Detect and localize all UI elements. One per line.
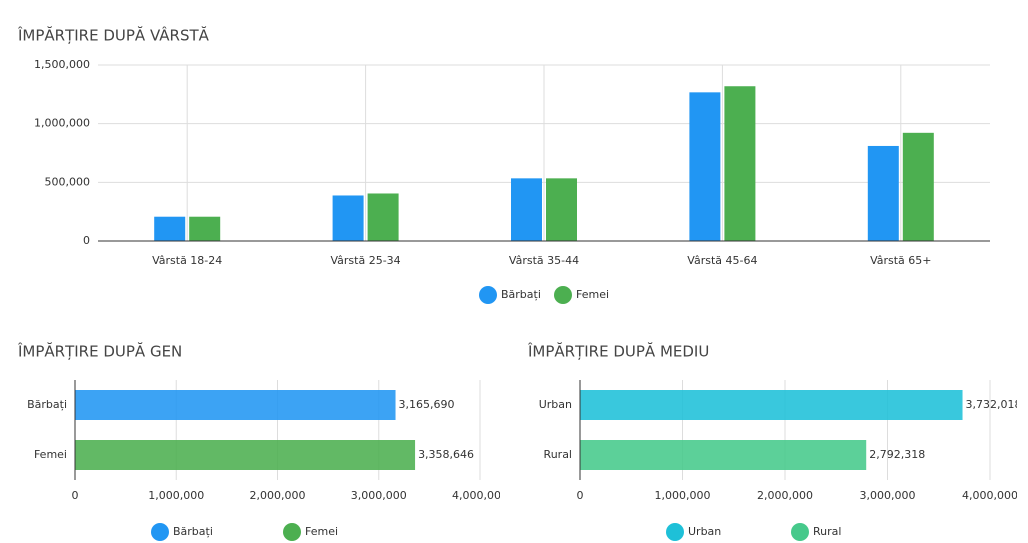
bar xyxy=(189,216,221,241)
legend-label: Bărbați xyxy=(173,525,213,538)
y-tick-label: Urban xyxy=(539,398,572,411)
x-tick-label: Vârstă 65+ xyxy=(870,254,931,267)
bar xyxy=(724,86,756,241)
value-label: 2,792,318 xyxy=(869,448,925,461)
legend-swatch xyxy=(791,523,809,541)
x-tick-label: 3,000,000 xyxy=(860,489,916,502)
y-tick-label: Bărbați xyxy=(27,398,67,411)
legend-swatch xyxy=(554,286,572,304)
bar xyxy=(75,390,396,420)
x-tick-label: 0 xyxy=(577,489,584,502)
bar xyxy=(580,390,963,420)
chart-title: ÎMPĂRȚIRE DUPĂ VÂRSTĂ xyxy=(17,26,210,45)
bar xyxy=(75,440,416,470)
chart-title: ÎMPĂRȚIRE DUPĂ GEN xyxy=(17,342,182,361)
y-tick-label: 1,500,000 xyxy=(34,58,90,71)
bar xyxy=(902,132,934,241)
legend-swatch xyxy=(283,523,301,541)
x-tick-label: 4,000,000 xyxy=(452,489,508,502)
bar xyxy=(332,195,364,241)
chart-title: ÎMPĂRȚIRE DUPĂ MEDIU xyxy=(527,342,709,361)
x-tick-label: 3,000,000 xyxy=(351,489,407,502)
y-tick-label: 500,000 xyxy=(45,175,91,188)
x-tick-label: Vârstă 25-34 xyxy=(331,254,401,267)
bar xyxy=(580,440,867,470)
value-label: 3,165,690 xyxy=(399,398,455,411)
legend-swatch xyxy=(666,523,684,541)
y-tick-label: Femei xyxy=(34,448,67,461)
x-tick-label: 0 xyxy=(72,489,79,502)
x-tick-label: 2,000,000 xyxy=(757,489,813,502)
legend-label: Urban xyxy=(688,525,721,538)
y-tick-label: Rural xyxy=(544,448,572,461)
bar xyxy=(367,193,399,241)
legend-label: Femei xyxy=(305,525,338,538)
x-tick-label: Vârstă 18-24 xyxy=(152,254,222,267)
x-tick-label: 1,000,000 xyxy=(148,489,204,502)
x-tick-label: 1,000,000 xyxy=(655,489,711,502)
bar xyxy=(867,145,899,241)
legend-swatch xyxy=(151,523,169,541)
environment-panel: ÎMPĂRȚIRE DUPĂ MEDIU 0 1,000,000 2,000,000 3… xyxy=(527,342,1022,541)
bar xyxy=(689,92,721,241)
value-label: 3,358,646 xyxy=(418,448,474,461)
y-tick-label: 1,000,000 xyxy=(34,117,90,130)
legend-label: Rural xyxy=(813,525,841,538)
x-tick-label: 4,000,000 xyxy=(962,489,1018,502)
value-label: 3,732,018 xyxy=(966,398,1022,411)
bar xyxy=(154,216,186,241)
legend-label: Bărbați xyxy=(501,288,541,301)
x-tick-label: 2,000,000 xyxy=(250,489,306,502)
legend-label: Femei xyxy=(576,288,609,301)
bar xyxy=(546,178,577,241)
y-tick-label: 0 xyxy=(83,234,90,247)
bar xyxy=(511,178,542,241)
x-tick-label: Vârstă 35-44 xyxy=(509,254,579,267)
gender-panel: ÎMPĂRȚIRE DUPĂ GEN 0 1,000,000 2,000,000 3,0… xyxy=(17,342,508,541)
age-panel: ÎMPĂRȚIRE DUPĂ VÂRSTĂ 0 500,000 1,000,000 1,… xyxy=(17,26,990,304)
legend-swatch xyxy=(479,286,497,304)
x-tick-label: Vârstă 45-64 xyxy=(687,254,757,267)
